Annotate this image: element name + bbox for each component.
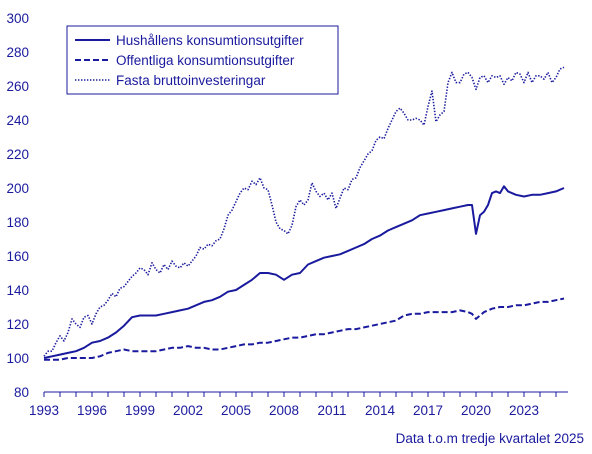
data-source-note: Data t.o.m tredje kvartalet 2025 xyxy=(395,431,584,446)
series-layer xyxy=(43,66,565,361)
y-tick-label: 220 xyxy=(6,147,29,162)
y-tick-label: 260 xyxy=(6,79,29,94)
series-line-1 xyxy=(43,185,565,359)
y-tick-label: 80 xyxy=(14,385,29,400)
y-tick-label: 180 xyxy=(6,215,29,230)
x-tick-label: 2005 xyxy=(221,403,251,418)
x-tick-label: 2023 xyxy=(509,403,539,418)
x-tick-label: 2014 xyxy=(365,403,396,418)
y-tick-label: 280 xyxy=(6,45,29,60)
y-tick-label: 140 xyxy=(6,283,29,298)
series-line-3 xyxy=(43,66,565,357)
x-tick-label: 2020 xyxy=(461,403,491,418)
legend-box xyxy=(66,25,339,95)
x-tick-label: 1996 xyxy=(77,403,107,418)
y-tick-label: 300 xyxy=(6,11,29,26)
x-tick-label: 2002 xyxy=(173,403,203,418)
x-tick-label: 2017 xyxy=(413,403,443,418)
x-tick-label: 2011 xyxy=(317,403,346,418)
legend: Hushållens konsumtionsutgifter Offentliga… xyxy=(66,25,339,95)
y-tick-label: 100 xyxy=(6,351,29,366)
x-axis: 1993 1996 1999 2002 2005 2008 2011 2014 2017 2020… xyxy=(29,391,568,418)
y-tick-label: 200 xyxy=(6,181,29,196)
x-tick-label: 1999 xyxy=(125,403,155,418)
y-tick-label: 240 xyxy=(6,113,29,128)
series-line-2 xyxy=(44,297,565,361)
legend-label: Offentliga konsumtionsutgifter xyxy=(116,53,295,68)
legend-label: Fasta bruttoinvesteringar xyxy=(116,73,266,88)
x-tick-label: 2008 xyxy=(269,403,299,418)
y-axis: 80 100 120 140 160 180 200 220 240 260 280 300 xyxy=(6,11,29,400)
y-tick-label: 160 xyxy=(6,249,29,264)
y-tick-label: 120 xyxy=(6,317,29,332)
legend-label: Hushållens konsumtionsutgifter xyxy=(116,33,304,48)
x-tick-label: 1993 xyxy=(29,403,59,418)
